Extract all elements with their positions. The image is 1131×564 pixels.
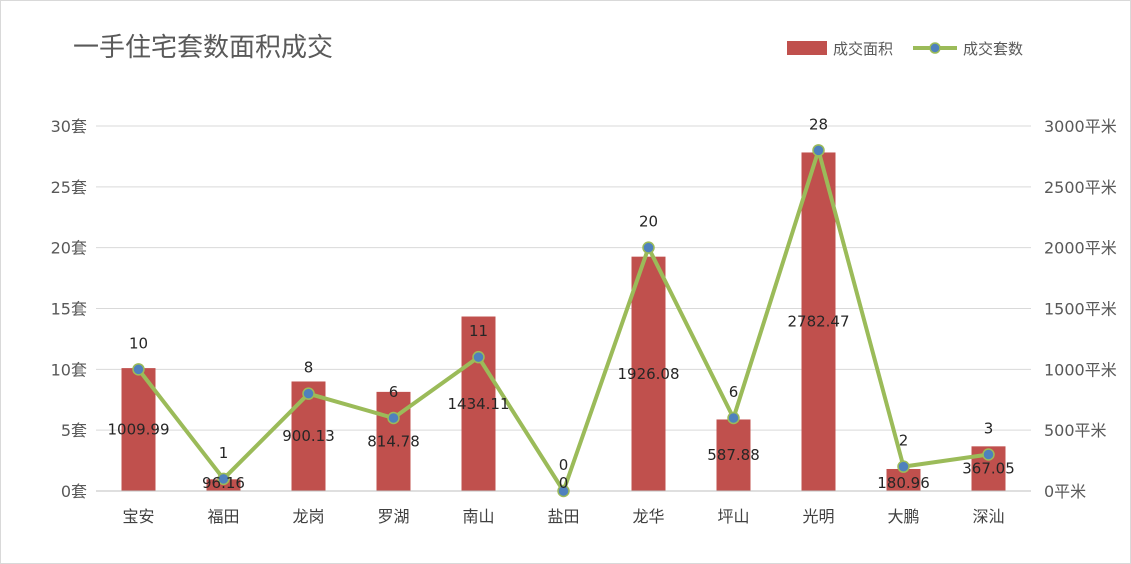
bar-data-label: 1009.99 bbox=[107, 421, 169, 439]
line-point bbox=[727, 411, 740, 425]
bar-data-label: 367.05 bbox=[962, 460, 1015, 478]
x-tick-label: 宝安 bbox=[122, 507, 154, 526]
line-point bbox=[982, 448, 995, 461]
line-data-label: 3 bbox=[984, 420, 994, 438]
y-right-tick-label: 1500平米 bbox=[1044, 300, 1117, 319]
line-data-label: 2 bbox=[899, 432, 909, 450]
x-tick-label: 深汕 bbox=[972, 507, 1004, 526]
y-right-tick-label: 500平米 bbox=[1044, 421, 1107, 440]
y-left-tick-label: 0套 bbox=[61, 482, 87, 501]
bar-data-label: 2782.47 bbox=[787, 313, 849, 331]
y-right-tick-label: 2000平米 bbox=[1044, 239, 1117, 258]
line-series bbox=[132, 144, 995, 498]
bar-data-label: 0 bbox=[559, 474, 569, 492]
bar bbox=[461, 316, 496, 491]
y-right-tick-label: 3000平米 bbox=[1044, 117, 1117, 136]
x-tick-label: 龙岗 bbox=[292, 507, 324, 526]
line-point bbox=[387, 411, 400, 425]
y-left-tick-label: 30套 bbox=[51, 117, 87, 136]
y-right-tick-label: 2500平米 bbox=[1044, 178, 1117, 197]
line-data-label: 20 bbox=[639, 213, 658, 231]
chart-title: 一手住宅套数面积成交 bbox=[73, 33, 333, 63]
bar-data-label: 814.78 bbox=[367, 432, 420, 450]
y-left-tick-label: 15套 bbox=[51, 300, 87, 319]
x-tick-label: 罗湖 bbox=[377, 507, 409, 526]
line-point bbox=[642, 241, 655, 254]
bar-data-label: 587.88 bbox=[707, 446, 760, 464]
line-data-label: 6 bbox=[729, 383, 739, 401]
x-tick-label: 龙华 bbox=[632, 507, 664, 526]
y-right-tick-label: 1000平米 bbox=[1044, 360, 1117, 379]
bar-data-label: 1926.08 bbox=[617, 365, 679, 383]
x-tick-label: 福田 bbox=[207, 507, 239, 526]
y-left-tick-label: 5套 bbox=[61, 421, 87, 440]
line-point bbox=[557, 484, 570, 498]
bar-data-label: 96.16 bbox=[202, 474, 245, 492]
bar-series bbox=[121, 152, 1006, 491]
bar bbox=[801, 152, 836, 491]
y-axis-right: 0平米 500平米 1000平米 1500平米 2000平米 2500平米 3000平米 bbox=[1044, 117, 1117, 501]
y-axis-left: 0套 5套 10套 15套 20套 25套 30套 bbox=[51, 117, 87, 501]
y-right-tick-label: 0平米 bbox=[1044, 482, 1086, 501]
y-left-tick-label: 25套 bbox=[51, 178, 87, 197]
bar-data-label: 1434.11 bbox=[447, 395, 509, 413]
x-tick-label: 大鹏 bbox=[887, 507, 919, 526]
line-point bbox=[897, 460, 910, 473]
gridlines bbox=[96, 125, 1031, 431]
legend-line-marker bbox=[929, 42, 941, 54]
line-data-labels: 10 1 8 6 11 0 20 6 28 2 3 bbox=[129, 115, 993, 474]
x-tick-label: 坪山 bbox=[717, 507, 749, 526]
line-data-label: 28 bbox=[809, 115, 828, 133]
bar bbox=[121, 368, 156, 491]
bar-data-label: 180.96 bbox=[877, 474, 930, 492]
line-point bbox=[302, 387, 315, 400]
bar-data-labels: 1009.99 96.16 900.13 814.78 1434.11 0 1926.08 5… bbox=[107, 313, 1014, 492]
line-data-label: 6 bbox=[389, 383, 399, 401]
line-data-label: 1 bbox=[219, 444, 229, 462]
line-point bbox=[812, 144, 825, 157]
series-line bbox=[136, 148, 991, 493]
x-tick-label: 盐田 bbox=[547, 507, 579, 526]
y-left-tick-label: 10套 bbox=[51, 360, 87, 379]
legend-bar-swatch bbox=[787, 41, 827, 55]
x-tick-label: 南山 bbox=[462, 507, 494, 526]
line-point bbox=[217, 472, 230, 486]
line-data-label: 10 bbox=[129, 334, 148, 352]
line-data-label: 11 bbox=[469, 322, 488, 340]
bar bbox=[206, 479, 241, 491]
line-point bbox=[132, 363, 145, 376]
x-tick-label: 光明 bbox=[802, 507, 834, 526]
bar bbox=[631, 256, 666, 491]
legend-bar-label: 成交面积 bbox=[833, 40, 893, 58]
bar-data-label: 900.13 bbox=[282, 427, 335, 445]
line-point bbox=[472, 350, 485, 364]
bar bbox=[886, 468, 921, 491]
y-left-tick-label: 20套 bbox=[51, 239, 87, 258]
line-data-label: 8 bbox=[304, 359, 314, 377]
bar bbox=[716, 419, 751, 491]
legend-line-label: 成交套数 bbox=[963, 40, 1023, 58]
line-data-label: 0 bbox=[559, 456, 569, 474]
legend: 成交面积 成交套数 bbox=[787, 40, 1023, 58]
